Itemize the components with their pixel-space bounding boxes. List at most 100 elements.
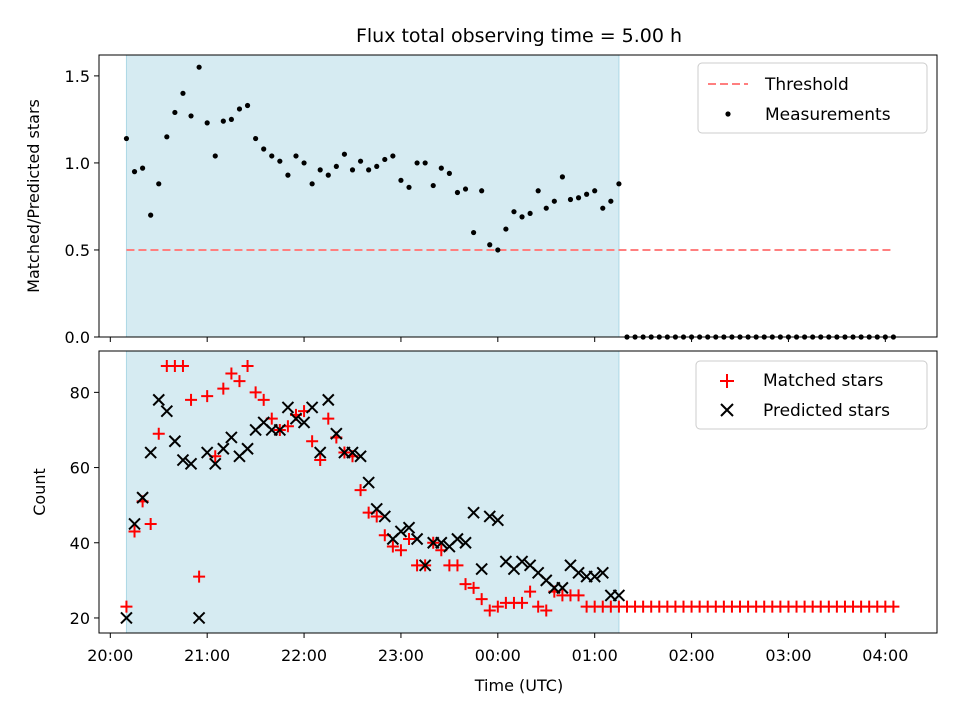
top-points-point-23 <box>309 181 315 187</box>
bottom-plus-point-41 <box>451 559 464 572</box>
bottom-plus-point-13 <box>225 367 238 380</box>
top-y-tick-label-3: 1.5 <box>65 67 90 86</box>
bottom-x-point-35 <box>402 521 416 534</box>
top-points-point-18 <box>269 153 275 159</box>
chart-title: Flux total observing time = 5.00 h <box>356 25 682 47</box>
top-points-point-45 <box>487 242 493 248</box>
bottom-x-point-42 <box>459 536 472 549</box>
top-points-point-8 <box>188 113 194 119</box>
top-points-point-50 <box>527 210 533 217</box>
bottom-plus-point-0 <box>120 600 133 613</box>
top-points-point-24 <box>317 167 323 173</box>
top-points-point-61 <box>616 181 622 187</box>
bottom-axes-frame <box>98 350 938 634</box>
top-y-tick-label-0: 0.0 <box>65 328 90 347</box>
bottom-x-point-5 <box>160 404 174 418</box>
bottom-x-point-59 <box>596 566 609 580</box>
bottom-plus-point-8 <box>185 393 198 406</box>
bottom-x-point-61 <box>612 589 626 602</box>
bottom-plus-point-17 <box>257 393 270 406</box>
top-points-point-58 <box>592 188 598 194</box>
bottom-x-point-43 <box>467 506 480 519</box>
x-tick-label-4: 00:00 <box>475 646 521 665</box>
top-points-point-17 <box>261 146 267 152</box>
bottom-x-point-21 <box>289 412 303 425</box>
top-points-point-34 <box>398 177 404 183</box>
legend-measurements-swatch <box>725 111 731 117</box>
top-points-point-41 <box>454 189 461 196</box>
top-points-point-59 <box>600 205 606 211</box>
top-points-point-1 <box>131 169 138 175</box>
top-points-point-43 <box>470 229 477 236</box>
bottom-x-point-44 <box>475 562 488 576</box>
top-points-point-30 <box>366 167 372 173</box>
bottom-y-tick-label-0: 20 <box>70 609 90 628</box>
top-x-ticks <box>109 337 886 342</box>
bottom-x-point-6 <box>168 435 182 448</box>
bottom-panel: 20 40 60 80 20:00 21:00 22:00 23:00 00:00 01:00 0… <box>30 350 938 695</box>
top-points-point-53 <box>551 198 557 204</box>
x-tick-label-2: 22:00 <box>281 646 327 665</box>
bottom-x-point-0 <box>120 611 133 625</box>
bottom-plus-point-52 <box>540 604 553 617</box>
bottom-plus-point-10 <box>201 390 214 403</box>
top-points-point-4 <box>156 181 162 187</box>
top-points-point-10 <box>204 120 210 126</box>
top-points-point-33 <box>390 153 396 159</box>
legend-predicted-swatch <box>720 403 734 417</box>
x-tick-label-6: 02:00 <box>669 646 715 665</box>
bottom-plus-point-56 <box>572 589 585 602</box>
bottom-x-ticks: 20:00 21:00 22:00 23:00 00:00 01:00 02:00 03:00… <box>87 633 908 665</box>
top-points-point-44 <box>479 188 485 194</box>
top-points-point-47 <box>503 226 509 232</box>
bottom-x-point-7 <box>176 453 190 467</box>
bottom-plus-point-95 <box>887 600 900 613</box>
bottom-x-point-36 <box>410 532 424 546</box>
bottom-marks <box>120 360 900 625</box>
top-points-point-27 <box>341 151 348 157</box>
top-shaded-span <box>125 54 620 338</box>
top-points-point-20 <box>285 172 291 178</box>
bottom-x-point-23 <box>305 401 319 414</box>
top-points-point-9 <box>196 64 202 70</box>
bottom-plus-point-16 <box>249 386 262 399</box>
bottom-x-point-32 <box>378 510 391 523</box>
top-points-point-7 <box>180 90 186 96</box>
bottom-x-point-12 <box>217 442 230 455</box>
top-points-point-39 <box>438 165 444 171</box>
top-points-point-5 <box>164 134 170 140</box>
bottom-x-point-29 <box>354 450 367 463</box>
top-points-point-0 <box>123 135 130 142</box>
bottom-plus-point-12 <box>217 382 230 395</box>
bottom-x-point-2 <box>136 491 149 504</box>
x-tick-label-7: 03:00 <box>765 646 811 665</box>
bottom-x-point-26 <box>330 427 343 440</box>
top-points-point-21 <box>293 153 299 159</box>
bottom-plus-point-14 <box>233 375 246 388</box>
bottom-x-point-19 <box>273 423 287 437</box>
bottom-y-tick-label-2: 60 <box>70 459 90 478</box>
top-points-point-32 <box>382 156 388 163</box>
top-points-point-56 <box>575 195 582 201</box>
top-points-point-13 <box>228 116 235 123</box>
bottom-plus-point-42 <box>459 578 472 591</box>
top-points-point-38 <box>430 182 436 189</box>
bottom-x-point-34 <box>394 525 408 538</box>
bottom-plus-point-23 <box>306 435 319 448</box>
bottom-x-point-28 <box>346 446 359 459</box>
top-points-point-31 <box>374 163 380 170</box>
bottom-plus-point-46 <box>491 600 504 613</box>
bottom-x-point-45 <box>483 510 496 523</box>
bottom-y-tick-label-3: 80 <box>70 383 90 402</box>
top-y-ticks: 0.0 0.5 1.0 1.5 <box>65 67 99 347</box>
top-points-point-29 <box>357 158 364 164</box>
bottom-x-point-13 <box>225 431 238 444</box>
bottom-x-point-41 <box>451 532 464 546</box>
top-points-point-40 <box>446 170 452 176</box>
bottom-x-point-9 <box>192 611 206 625</box>
bottom-plus-point-31 <box>370 510 383 523</box>
bottom-plus-point-3 <box>144 517 157 530</box>
top-points-point-16 <box>253 135 259 142</box>
bottom-x-point-11 <box>209 457 222 471</box>
top-panel: 0.0 0.5 1.0 1.5 Matched/Predicted stars Thr… <box>24 54 938 347</box>
